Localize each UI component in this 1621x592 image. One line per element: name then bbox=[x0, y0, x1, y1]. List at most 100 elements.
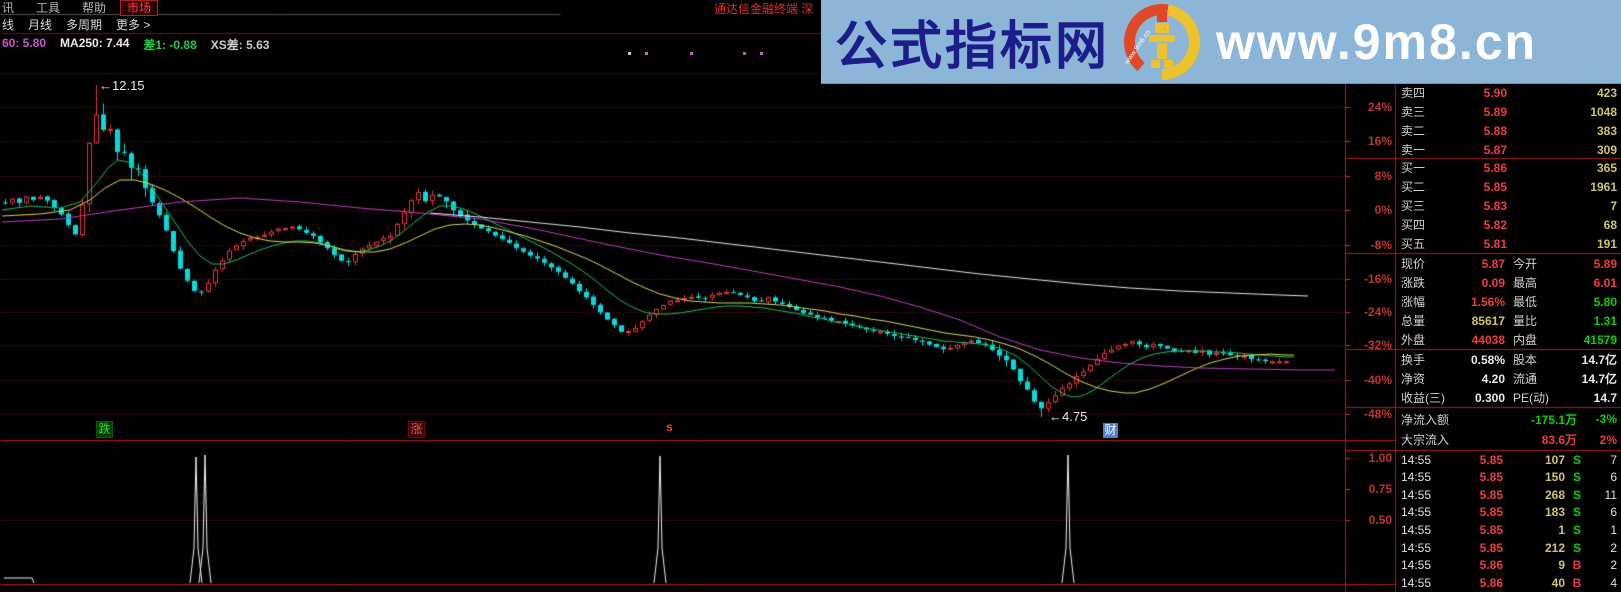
ask-row[interactable]: 卖四 5.90 423 bbox=[1397, 83, 1621, 102]
trade-volume: 150 bbox=[1544, 470, 1565, 485]
toolbar-dot bbox=[743, 52, 746, 55]
trade-side: S bbox=[1572, 522, 1581, 537]
flow-row: 净流入额 -175.1万 -3% bbox=[1397, 409, 1621, 429]
quote-volume: 383 bbox=[1596, 123, 1617, 138]
period-item-2[interactable]: 多周期 bbox=[66, 18, 103, 32]
trade-volume: 212 bbox=[1544, 540, 1565, 555]
trade-side: B bbox=[1572, 558, 1582, 573]
period-item-1[interactable]: 月线 bbox=[28, 18, 53, 32]
info-row: 外盘 44038 内盘 41579 bbox=[1397, 330, 1621, 349]
trade-side: S bbox=[1572, 540, 1581, 555]
quote-volume: 1048 bbox=[1590, 104, 1617, 119]
axis-label-sub: 0.50 bbox=[1368, 513, 1392, 527]
axis-label-percent: 0% bbox=[1374, 203, 1392, 217]
trade-count: 2 bbox=[1610, 540, 1617, 555]
trade-row[interactable]: 14:55 5.85 212 S 2 bbox=[1397, 539, 1621, 556]
trade-row[interactable]: 14:55 5.86 9 B 2 bbox=[1397, 557, 1621, 574]
stat-value: 14.7亿 bbox=[1581, 372, 1617, 386]
bid-row[interactable]: 买五 5.81 191 bbox=[1397, 234, 1621, 253]
trade-price: 5.86 bbox=[1479, 575, 1503, 590]
trade-row[interactable]: 14:55 5.85 183 S 6 bbox=[1397, 504, 1621, 521]
trade-row[interactable]: 14:55 5.85 268 S 11 bbox=[1397, 486, 1621, 503]
trade-price: 5.85 bbox=[1479, 487, 1503, 502]
quote-volume: 191 bbox=[1596, 236, 1617, 251]
logo-figure-icon bbox=[1149, 13, 1176, 68]
trade-price: 5.86 bbox=[1479, 558, 1503, 573]
period-high-label: ←12.15 bbox=[99, 78, 145, 93]
stat-row: 换手 0.58% 股本 14.7亿 bbox=[1397, 350, 1621, 369]
quote-price: 5.85 bbox=[1483, 179, 1507, 194]
quote-label: 买五 bbox=[1401, 237, 1426, 251]
ask-row[interactable]: 卖二 5.88 383 bbox=[1397, 121, 1621, 140]
signal-badge-财: 财 bbox=[1103, 423, 1118, 438]
signal-badge-s: s bbox=[666, 420, 673, 434]
period-item-0[interactable]: 线 bbox=[2, 18, 15, 32]
bid-row[interactable]: 买四 5.82 68 bbox=[1397, 215, 1621, 234]
ask-row[interactable]: 卖三 5.89 1048 bbox=[1397, 102, 1621, 121]
trade-volume: 40 bbox=[1551, 575, 1565, 590]
stat-value: 14.7亿 bbox=[1581, 353, 1617, 367]
trade-row[interactable]: 14:55 5.86 40 B 4 bbox=[1397, 574, 1621, 591]
terminal-title: 通达信金融终端 深 bbox=[714, 2, 814, 16]
period-bar: 线月线 多周期 更多 > bbox=[2, 16, 150, 33]
info-row: 涨跌 0.09 最高 6.01 bbox=[1397, 273, 1621, 292]
stat-label: 收益(三) bbox=[1401, 391, 1445, 405]
bid-row[interactable]: 买一 5.86 365 bbox=[1397, 158, 1621, 177]
trade-price: 5.85 bbox=[1479, 470, 1503, 485]
trade-price: 5.85 bbox=[1479, 505, 1503, 520]
indicator-value-3: XS差: 5.63 bbox=[210, 38, 270, 52]
quote-label: 卖四 bbox=[1401, 86, 1426, 100]
period-low-label: ←4.75 bbox=[1049, 409, 1088, 424]
ad-banner[interactable]: 公式指标网 www.9m8.cn www.9m8.cn bbox=[821, 0, 1621, 84]
quote-volume: 7 bbox=[1610, 198, 1617, 213]
trade-row[interactable]: 14:55 5.85 150 S 6 bbox=[1397, 469, 1621, 486]
toolbar-dot bbox=[690, 52, 693, 55]
quote-price: 5.88 bbox=[1483, 123, 1507, 138]
stat-label: 股本 bbox=[1513, 353, 1538, 367]
signal-badge-跌: 跌 bbox=[96, 421, 113, 438]
info-row: 总量 85617 量比 1.31 bbox=[1397, 311, 1621, 330]
ask-row[interactable]: 卖一 5.87 309 bbox=[1397, 140, 1621, 159]
site-logo-icon: www.9m8.cn bbox=[1124, 3, 1201, 80]
axis-label-percent: -40% bbox=[1363, 373, 1392, 387]
quote-label: 买三 bbox=[1401, 199, 1426, 213]
menu-item-0[interactable]: 讯 bbox=[2, 1, 15, 15]
trade-price: 5.85 bbox=[1479, 540, 1503, 555]
menu-bar: 讯 工具 帮助 bbox=[2, 0, 106, 16]
trade-volume: 9 bbox=[1558, 558, 1565, 573]
info-value: 1.56% bbox=[1470, 294, 1505, 309]
indicator-values-bar: 60: 5.80 MA250: 7.44 差1: -0.88 XS差: 5.63 bbox=[2, 36, 269, 53]
flow-percent: -3% bbox=[1595, 412, 1617, 426]
quote-price: 5.86 bbox=[1483, 160, 1507, 175]
info-label: 量比 bbox=[1513, 314, 1538, 328]
trade-row[interactable]: 14:55 5.85 107 S 7 bbox=[1397, 451, 1621, 468]
toolbar-dot bbox=[760, 52, 763, 55]
info-value: 1.31 bbox=[1593, 313, 1617, 328]
menu-item-1[interactable]: 工具 bbox=[36, 1, 61, 15]
axis-label-percent: -8% bbox=[1370, 238, 1392, 252]
trade-count: 2 bbox=[1610, 558, 1617, 573]
trade-side: B bbox=[1572, 575, 1582, 590]
trade-row[interactable]: 14:55 5.85 1 S 1 bbox=[1397, 521, 1621, 538]
trade-volume: 1 bbox=[1558, 522, 1565, 537]
axis-label-sub: 1.00 bbox=[1368, 451, 1392, 465]
info-label: 涨跌 bbox=[1401, 276, 1426, 290]
quote-volume: 309 bbox=[1596, 142, 1617, 157]
quote-price: 5.83 bbox=[1483, 198, 1507, 213]
flow-label: 净流入额 bbox=[1401, 412, 1450, 427]
tab-market[interactable]: 市场 bbox=[120, 0, 158, 16]
period-item-3[interactable]: 更多 > bbox=[116, 18, 151, 32]
trade-volume: 183 bbox=[1544, 505, 1565, 520]
flow-value: -175.1万 bbox=[1530, 412, 1577, 427]
trade-count: 7 bbox=[1610, 452, 1617, 467]
quote-price: 5.90 bbox=[1483, 85, 1507, 100]
trade-time: 14:55 bbox=[1401, 575, 1432, 590]
info-label: 外盘 bbox=[1401, 333, 1426, 347]
menu-item-2[interactable]: 帮助 bbox=[82, 1, 107, 15]
bid-row[interactable]: 买三 5.83 7 bbox=[1397, 196, 1621, 215]
info-label: 最高 bbox=[1513, 276, 1538, 290]
bid-row[interactable]: 买二 5.85 1961 bbox=[1397, 177, 1621, 196]
banner-site-name: 公式指标网 bbox=[835, 18, 1111, 76]
